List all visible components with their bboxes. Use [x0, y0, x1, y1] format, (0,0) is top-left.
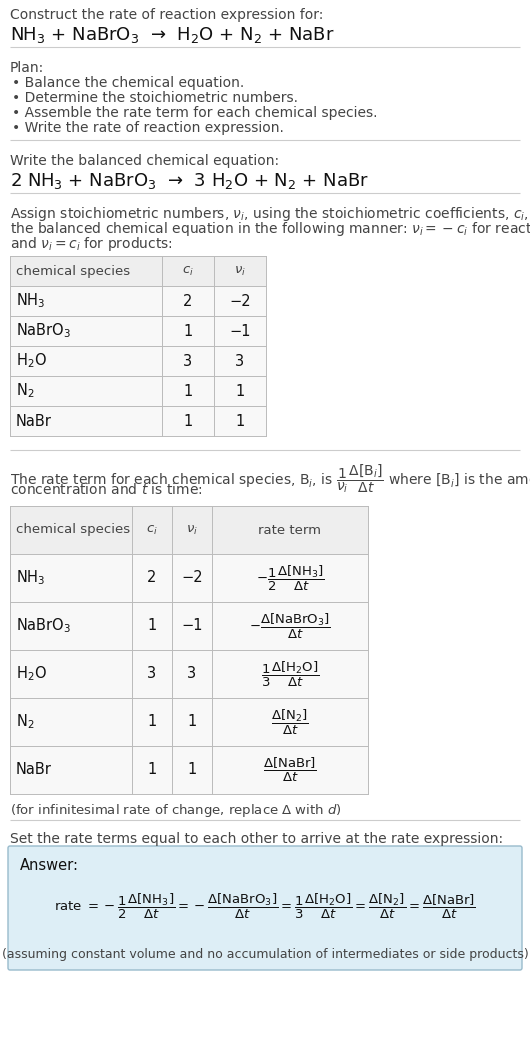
Text: Construct the rate of reaction expression for:: Construct the rate of reaction expressio…: [10, 8, 323, 22]
Text: • Write the rate of reaction expression.: • Write the rate of reaction expression.: [12, 121, 284, 135]
Text: (for infinitesimal rate of change, replace Δ with $d$): (for infinitesimal rate of change, repla…: [10, 802, 342, 819]
Text: N$_2$: N$_2$: [16, 382, 34, 401]
Text: and $\nu_i = c_i$ for products:: and $\nu_i = c_i$ for products:: [10, 235, 173, 253]
Text: • Balance the chemical equation.: • Balance the chemical equation.: [12, 76, 244, 90]
Text: $\dfrac{\Delta[\mathrm{N_2}]}{\Delta t}$: $\dfrac{\Delta[\mathrm{N_2}]}{\Delta t}$: [271, 707, 309, 736]
Text: Write the balanced chemical equation:: Write the balanced chemical equation:: [10, 154, 279, 168]
Text: 2: 2: [147, 570, 157, 586]
Text: 3: 3: [147, 666, 156, 682]
Bar: [10, 506, 368, 554]
Text: −1: −1: [181, 618, 203, 634]
Text: 3: 3: [235, 354, 244, 368]
Text: 3: 3: [188, 666, 197, 682]
Text: • Assemble the rate term for each chemical species.: • Assemble the rate term for each chemic…: [12, 106, 377, 120]
Text: 1: 1: [188, 714, 197, 729]
Text: 1: 1: [183, 384, 192, 399]
Text: 1: 1: [147, 714, 157, 729]
Text: 1: 1: [147, 618, 157, 634]
Text: • Determine the stoichiometric numbers.: • Determine the stoichiometric numbers.: [12, 91, 298, 105]
Text: chemical species: chemical species: [16, 265, 130, 277]
Text: NH$_3$ + NaBrO$_3$  →  H$_2$O + N$_2$ + NaBr: NH$_3$ + NaBrO$_3$ → H$_2$O + N$_2$ + Na…: [10, 25, 334, 45]
Text: the balanced chemical equation in the following manner: $\nu_i = -c_i$ for react: the balanced chemical equation in the fo…: [10, 220, 530, 238]
Text: $\dfrac{\Delta[\mathrm{NaBr}]}{\Delta t}$: $\dfrac{\Delta[\mathrm{NaBr}]}{\Delta t}…: [263, 756, 317, 784]
Text: (assuming constant volume and no accumulation of intermediates or side products): (assuming constant volume and no accumul…: [2, 948, 528, 961]
Text: NaBrO$_3$: NaBrO$_3$: [16, 322, 71, 340]
Text: Set the rate terms equal to each other to arrive at the rate expression:: Set the rate terms equal to each other t…: [10, 832, 503, 846]
Text: $-\dfrac{1}{2}\dfrac{\Delta[\mathrm{NH_3}]}{\Delta t}$: $-\dfrac{1}{2}\dfrac{\Delta[\mathrm{NH_3…: [255, 564, 324, 593]
Text: 1: 1: [147, 763, 157, 777]
Text: NH$_3$: NH$_3$: [16, 292, 45, 311]
Text: rate term: rate term: [259, 523, 322, 537]
Text: NaBr: NaBr: [16, 763, 52, 777]
Text: Assign stoichiometric numbers, $\nu_i$, using the stoichiometric coefficients, $: Assign stoichiometric numbers, $\nu_i$, …: [10, 205, 530, 223]
Text: Plan:: Plan:: [10, 61, 44, 75]
Bar: [10, 256, 266, 436]
Text: 1: 1: [188, 763, 197, 777]
Text: 2: 2: [183, 294, 193, 309]
Text: The rate term for each chemical species, B$_i$, is $\dfrac{1}{\nu_i}\dfrac{\Delt: The rate term for each chemical species,…: [10, 462, 530, 495]
Text: 1: 1: [235, 413, 245, 429]
Text: 3: 3: [183, 354, 192, 368]
Text: 2 NH$_3$ + NaBrO$_3$  →  3 H$_2$O + N$_2$ + NaBr: 2 NH$_3$ + NaBrO$_3$ → 3 H$_2$O + N$_2$ …: [10, 170, 369, 191]
Text: Answer:: Answer:: [20, 858, 79, 873]
Text: H$_2$O: H$_2$O: [16, 351, 47, 370]
Text: −1: −1: [229, 323, 251, 339]
Text: 1: 1: [235, 384, 245, 399]
Text: NaBrO$_3$: NaBrO$_3$: [16, 617, 71, 635]
Text: $c_i$: $c_i$: [182, 265, 194, 277]
Text: rate $= -\dfrac{1}{2}\dfrac{\Delta[\mathrm{NH_3}]}{\Delta t} = -\dfrac{\Delta[\m: rate $= -\dfrac{1}{2}\dfrac{\Delta[\math…: [54, 891, 476, 920]
Text: concentration and $t$ is time:: concentration and $t$ is time:: [10, 482, 202, 497]
Text: −2: −2: [181, 570, 203, 586]
Text: 1: 1: [183, 323, 192, 339]
Bar: [10, 256, 266, 286]
Text: chemical species: chemical species: [16, 523, 130, 537]
Text: $-\dfrac{\Delta[\mathrm{NaBrO_3}]}{\Delta t}$: $-\dfrac{\Delta[\mathrm{NaBrO_3}]}{\Delt…: [249, 612, 331, 640]
Text: $\nu_i$: $\nu_i$: [186, 523, 198, 537]
Text: H$_2$O: H$_2$O: [16, 664, 47, 683]
Text: 1: 1: [183, 413, 192, 429]
Text: NH$_3$: NH$_3$: [16, 569, 45, 588]
Text: N$_2$: N$_2$: [16, 712, 34, 731]
Text: $\nu_i$: $\nu_i$: [234, 265, 246, 277]
Text: $\dfrac{1}{3}\dfrac{\Delta[\mathrm{H_2O}]}{\Delta t}$: $\dfrac{1}{3}\dfrac{\Delta[\mathrm{H_2O}…: [261, 659, 319, 688]
Text: NaBr: NaBr: [16, 413, 52, 429]
Text: $c_i$: $c_i$: [146, 523, 158, 537]
Bar: [10, 506, 368, 794]
FancyBboxPatch shape: [8, 846, 522, 970]
Text: −2: −2: [229, 294, 251, 309]
